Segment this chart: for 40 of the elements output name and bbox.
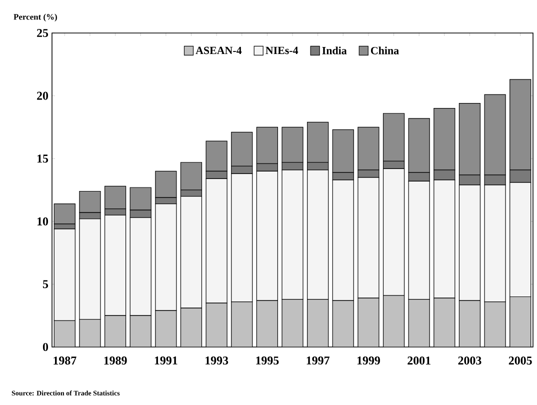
x-tick-label: 1997 xyxy=(306,356,330,365)
y-tick-label: 20 xyxy=(37,92,48,100)
y-tick-label: 10 xyxy=(37,217,48,226)
y-tick-label: 15 xyxy=(37,154,48,163)
legend-label: China xyxy=(370,46,399,54)
bar xyxy=(79,319,100,347)
legend-label: NIEs-4 xyxy=(266,46,298,54)
bar xyxy=(408,299,430,347)
bar xyxy=(155,310,176,347)
y-tick-label: 5 xyxy=(42,280,48,288)
bar xyxy=(358,298,379,347)
x-tick-label: 1995 xyxy=(256,356,279,365)
x-tick-label: 2001 xyxy=(408,356,430,365)
bar xyxy=(130,316,152,347)
bar xyxy=(332,300,354,347)
bar xyxy=(510,296,532,347)
legend-label: India xyxy=(322,46,347,54)
x-tick-label: 1987 xyxy=(54,356,76,365)
x-tick-label: 1991 xyxy=(154,356,178,365)
y-tick-label: 25 xyxy=(37,28,48,38)
x-tick-label: 1989 xyxy=(104,356,127,365)
x-tick-label: 2005 xyxy=(508,356,532,365)
x-tick-label: 1993 xyxy=(206,356,228,365)
bar xyxy=(484,302,506,347)
bar xyxy=(104,316,126,347)
bar xyxy=(383,296,404,347)
bar xyxy=(206,303,228,347)
y-tick-label: 0 xyxy=(42,342,48,352)
legend-label: ASEAN-4 xyxy=(196,46,242,54)
bar xyxy=(459,300,480,347)
bar xyxy=(54,320,76,347)
bar xyxy=(256,300,278,347)
bar xyxy=(282,299,304,347)
bar xyxy=(307,299,328,347)
x-tick-label: 2003 xyxy=(458,356,482,365)
bar xyxy=(434,298,455,347)
bar xyxy=(180,308,202,347)
bar xyxy=(231,302,252,347)
y-axis-title: Percent (%) xyxy=(14,14,57,22)
x-tick-label: 1999 xyxy=(357,356,380,365)
